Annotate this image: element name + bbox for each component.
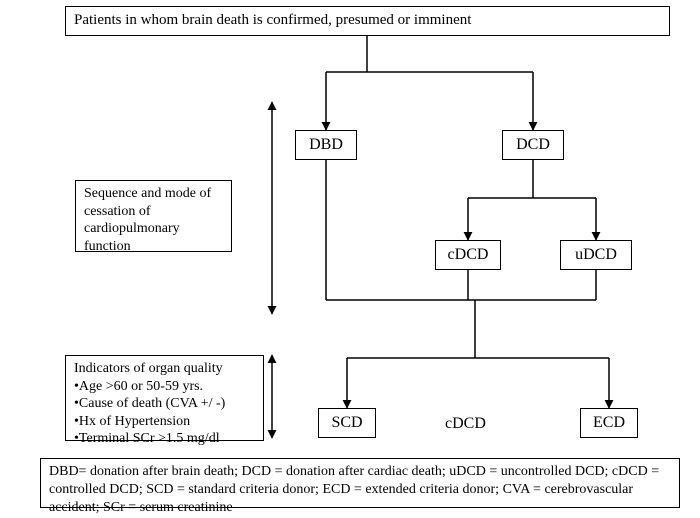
node-dbd: DBD <box>295 130 357 160</box>
indicators-line: Indicators of organ quality <box>74 360 255 378</box>
node-ecd-label: ECD <box>593 413 625 433</box>
node-dcd: DCD <box>502 130 564 160</box>
legend-text: DBD= donation after brain death; DCD = d… <box>49 464 659 515</box>
sequence-mode-line: cardiopulmonary <box>84 220 223 238</box>
node-ecd: ECD <box>580 408 638 438</box>
node-scd: SCD <box>318 408 376 438</box>
legend-box: DBD= donation after brain death; DCD = d… <box>40 458 680 508</box>
label-cdcd-free-text: cDCD <box>445 415 486 432</box>
indicators-line: •Hx of Hypertension <box>74 413 255 431</box>
indicators-lines: Indicators of organ quality •Age >60 or … <box>74 360 255 448</box>
indicators-line: •Cause of death (CVA +/ -) <box>74 395 255 413</box>
node-dcd-label: DCD <box>516 135 550 155</box>
node-scd-label: SCD <box>331 413 362 433</box>
diagram-stage: Patients in whom brain death is confirme… <box>0 0 700 513</box>
sequence-mode-line: cessation of <box>84 203 223 221</box>
indicators-line: •Terminal SCr >1.5 mg/dl <box>74 430 255 448</box>
node-sequence-mode: Sequence and mode of cessation of cardio… <box>75 180 232 252</box>
indicators-line: •Age >60 or 50-59 yrs. <box>74 378 255 396</box>
node-dbd-label: DBD <box>309 135 343 155</box>
node-indicators: Indicators of organ quality •Age >60 or … <box>65 355 264 441</box>
node-cdcd-label: cDCD <box>448 245 489 265</box>
node-cdcd: cDCD <box>435 240 501 270</box>
sequence-mode-line: Sequence and mode of <box>84 185 223 203</box>
sequence-mode-lines: Sequence and mode of cessation of cardio… <box>84 185 223 255</box>
node-root: Patients in whom brain death is confirme… <box>65 6 670 36</box>
node-root-label: Patients in whom brain death is confirme… <box>74 12 471 28</box>
node-udcd: uDCD <box>560 240 632 270</box>
label-cdcd-free: cDCD <box>445 415 486 433</box>
node-udcd-label: uDCD <box>575 245 617 265</box>
sequence-mode-line: function <box>84 238 223 256</box>
